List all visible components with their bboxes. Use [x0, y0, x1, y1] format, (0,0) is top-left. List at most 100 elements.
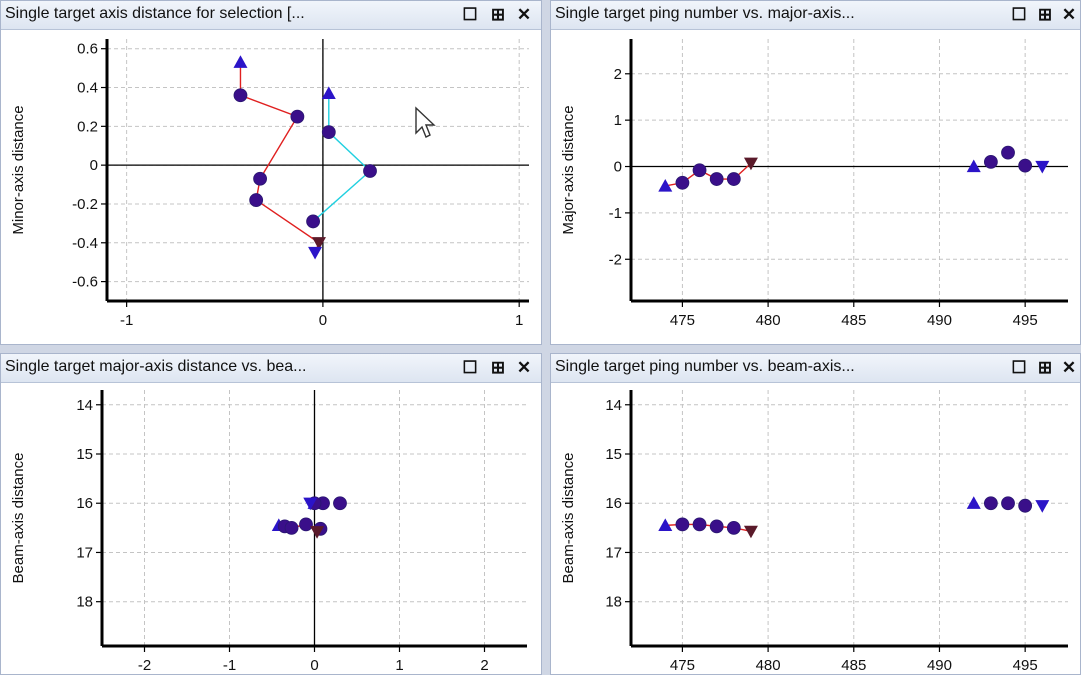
- restore-icon[interactable]: ☐: [1011, 5, 1027, 24]
- y-tick-label: 15: [76, 446, 93, 463]
- data-point-triangle-up: [658, 178, 673, 192]
- data-point-circle: [709, 519, 724, 534]
- data-point-circle: [1001, 145, 1015, 160]
- close-icon[interactable]: ✕: [1061, 358, 1077, 377]
- panel-title: Single target axis distance for selectio…: [5, 5, 305, 22]
- y-tick-label: 16: [76, 495, 93, 512]
- y-tick-label: -0.6: [72, 274, 98, 291]
- close-icon[interactable]: ✕: [516, 358, 532, 377]
- y-tick-label: 16: [605, 495, 622, 512]
- chart-panel-axis-distance: Single target axis distance for selectio…: [0, 0, 542, 345]
- data-point-circle: [363, 164, 377, 178]
- chart-panel-major-beam: Single target major-axis distance vs. be…: [0, 353, 542, 675]
- x-tick-label: 490: [927, 657, 952, 674]
- data-point-circle: [1001, 496, 1015, 511]
- data-point-circle: [321, 125, 336, 140]
- pin-icon[interactable]: ⊞: [490, 5, 506, 24]
- chart-panel-ping-beam: Single target ping number vs. beam-axis.…: [550, 353, 1081, 675]
- chart-axis-distance[interactable]: -1 0 1 0.6 0.4 0.2 0 -0.2 -0.4 -0.6 Minor-axis dis…: [1, 29, 542, 345]
- data-point-triangle-down: [743, 157, 758, 171]
- chart-panel-ping-major: Single target ping number vs. major-axis…: [550, 0, 1081, 345]
- restore-icon[interactable]: ☐: [1011, 358, 1027, 377]
- chart-ping-beam[interactable]: 475 480 485 490 495 14 15 16 17 18 Beam-axis dista…: [551, 382, 1081, 675]
- y-axis-label: Major-axis distance: [560, 105, 577, 234]
- restore-icon[interactable]: ☐: [462, 358, 478, 377]
- series-line: [312, 93, 372, 222]
- data-point-triangle-down: [311, 237, 326, 250]
- plot-area: [107, 39, 529, 301]
- y-tick-label: 0.6: [77, 41, 98, 58]
- y-axis-label: Beam-axis distance: [560, 453, 577, 584]
- chart-major-beam[interactable]: -2 -1 0 1 2 14 15 16 17 18 Beam-axis distance: [1, 382, 542, 675]
- y-tick-label: 18: [76, 594, 93, 611]
- y-tick-label: -0.2: [72, 196, 98, 213]
- data-point-circle: [333, 496, 347, 511]
- data-point-triangle-down: [1035, 500, 1050, 513]
- data-point-triangle-down: [308, 246, 323, 260]
- x-tick-label: 485: [841, 657, 866, 674]
- data-point-circle: [983, 154, 998, 169]
- y-tick-label: 0: [90, 157, 98, 174]
- x-tick-label: 480: [756, 312, 781, 329]
- x-tick-label: 475: [670, 312, 695, 329]
- data-point-triangle-up: [966, 159, 981, 173]
- chart-ping-major[interactable]: 475 480 485 490 495 2 1 0 -1 -2 Major-axis distanc…: [551, 29, 1081, 345]
- x-tick-label: 490: [927, 312, 952, 329]
- pin-icon[interactable]: ⊞: [490, 358, 506, 377]
- y-tick-label: 0.4: [77, 80, 98, 97]
- data-point-circle: [1018, 498, 1033, 513]
- data-point-circle: [306, 214, 320, 229]
- data-point-circle: [675, 517, 690, 532]
- pin-icon[interactable]: ⊞: [1037, 358, 1053, 377]
- y-tick-label: 15: [605, 446, 622, 463]
- data-point-triangle-up: [658, 518, 673, 531]
- y-axis-label: Minor-axis distance: [10, 105, 27, 234]
- data-point-triangle-up: [233, 55, 248, 68]
- x-tick-label: 485: [841, 312, 866, 329]
- y-tick-label: 17: [76, 544, 93, 561]
- pin-icon[interactable]: ⊞: [1037, 5, 1053, 24]
- data-point-triangle-down: [310, 526, 325, 539]
- data-point-triangle-down: [743, 525, 758, 539]
- data-point-triangle-down: [303, 497, 318, 511]
- close-icon[interactable]: ✕: [1061, 5, 1077, 24]
- x-tick-label: 0: [319, 312, 327, 329]
- y-tick-label: 17: [605, 544, 622, 561]
- data-point-circle: [726, 172, 741, 186]
- data-point-circle: [692, 163, 707, 178]
- x-tick-label: -1: [223, 657, 236, 674]
- panel-title: Single target ping number vs. beam-axis.…: [555, 358, 855, 375]
- x-tick-label: 0: [310, 657, 318, 674]
- y-tick-label: 14: [605, 397, 622, 414]
- data-point-circle: [675, 175, 690, 190]
- data-point-circle: [1018, 158, 1033, 173]
- x-tick-label: 475: [670, 657, 695, 674]
- y-tick-label: 0.2: [77, 118, 98, 135]
- data-point-circle: [290, 109, 305, 124]
- panel-title: Single target ping number vs. major-axis…: [555, 5, 855, 22]
- x-tick-label: 1: [515, 312, 523, 329]
- y-tick-label: -0.4: [72, 235, 98, 252]
- panel-titlebar: Single target major-axis distance vs. be…: [1, 354, 541, 383]
- y-tick-label: 1: [614, 112, 622, 129]
- data-point-circle: [284, 520, 299, 535]
- x-tick-label: 495: [1013, 312, 1038, 329]
- panel-titlebar: Single target ping number vs. major-axis…: [551, 1, 1080, 30]
- data-point-circle: [983, 496, 998, 511]
- y-tick-label: -1: [609, 205, 622, 222]
- restore-icon[interactable]: ☐: [462, 5, 478, 24]
- y-axis-label: Beam-axis distance: [10, 453, 27, 584]
- y-tick-label: 0: [614, 159, 622, 176]
- x-tick-label: -2: [138, 657, 151, 674]
- panel-titlebar: Single target ping number vs. beam-axis.…: [551, 354, 1080, 383]
- y-tick-label: -2: [609, 251, 622, 268]
- data-point-circle: [249, 193, 264, 207]
- mouse-cursor-icon: [415, 106, 436, 138]
- data-point-circle: [299, 517, 313, 532]
- panel-titlebar: Single target axis distance for selectio…: [1, 1, 541, 30]
- data-point-triangle-up: [321, 86, 336, 99]
- data-point-circle: [709, 172, 724, 186]
- y-tick-label: 14: [76, 397, 93, 414]
- x-tick-label: 480: [756, 657, 781, 674]
- close-icon[interactable]: ✕: [516, 5, 532, 24]
